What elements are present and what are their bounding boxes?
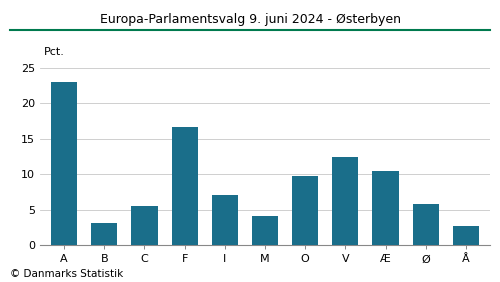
Bar bbox=[212, 195, 238, 245]
Bar bbox=[132, 206, 158, 245]
Bar bbox=[252, 216, 278, 245]
Bar bbox=[172, 127, 198, 245]
Bar bbox=[51, 82, 77, 245]
Text: Europa-Parlamentsvalg 9. juni 2024 - Østerbyen: Europa-Parlamentsvalg 9. juni 2024 - Øst… bbox=[100, 13, 401, 26]
Text: Pct.: Pct. bbox=[44, 47, 65, 57]
Bar bbox=[332, 157, 358, 245]
Bar bbox=[372, 171, 398, 245]
Bar bbox=[91, 223, 118, 245]
Bar bbox=[412, 204, 439, 245]
Bar bbox=[292, 177, 318, 245]
Text: © Danmarks Statistik: © Danmarks Statistik bbox=[10, 269, 123, 279]
Bar bbox=[453, 226, 479, 245]
